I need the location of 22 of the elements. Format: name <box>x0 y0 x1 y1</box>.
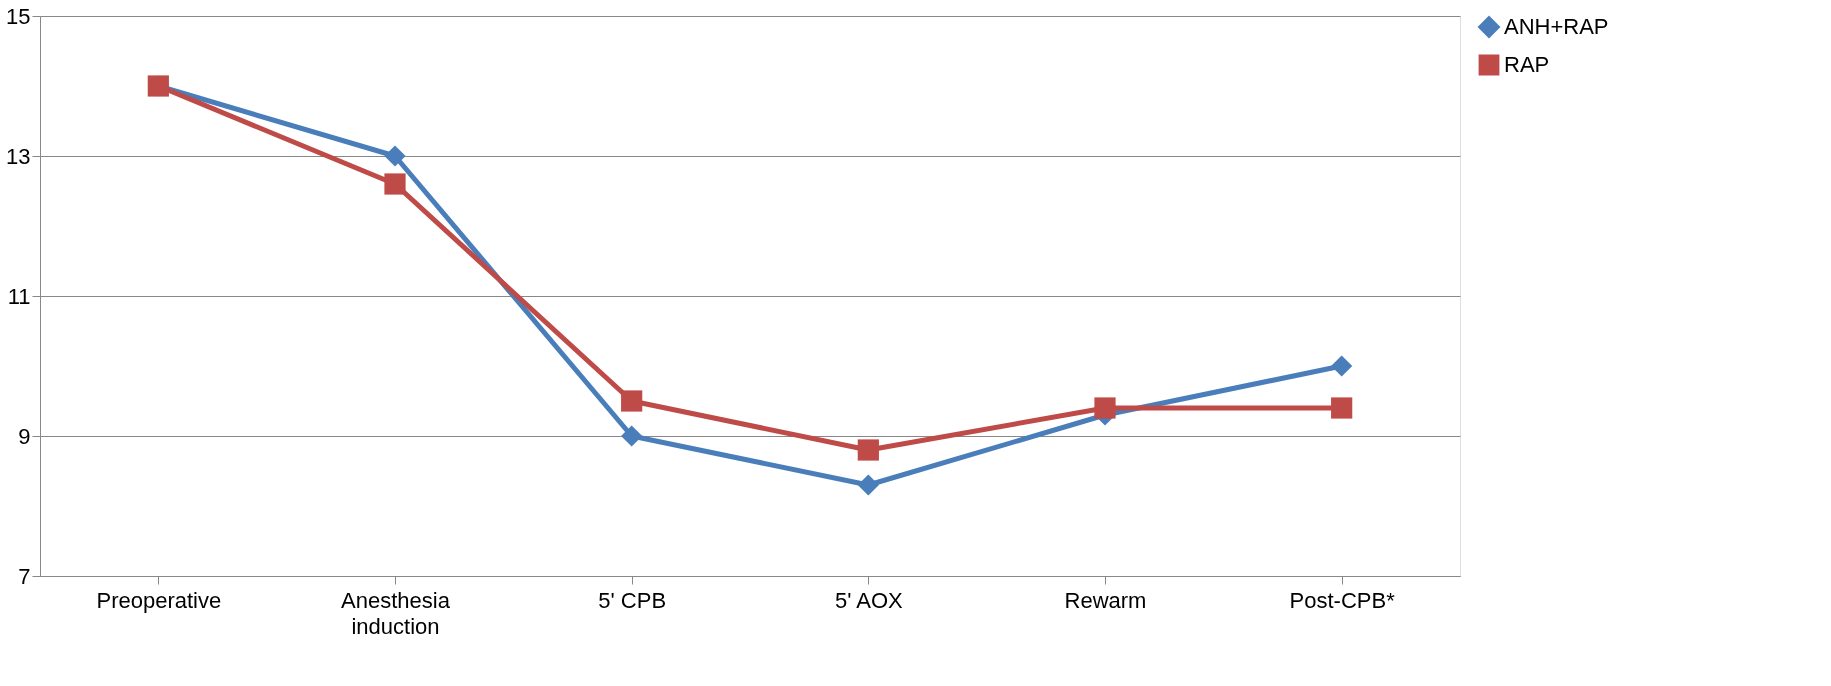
x-tick-label: Post-CPB* <box>1289 587 1396 613</box>
point <box>1331 397 1353 419</box>
x-tick-label: Preoperative <box>96 587 222 613</box>
point <box>621 425 643 447</box>
y-tick-label: 7 <box>18 563 31 589</box>
legend-label: ANH+RAP <box>1504 14 1609 39</box>
x-tick-label: 5' AOX <box>834 587 904 613</box>
y-tick-label: 13 <box>6 143 31 169</box>
x-tick-label: 5' CPB <box>598 587 667 613</box>
legend-label: RAP <box>1504 52 1550 77</box>
point <box>621 390 643 412</box>
point <box>384 173 406 195</box>
x-tick-label: Anesthesia induction <box>341 587 451 639</box>
point <box>857 439 879 461</box>
y-tick-label: 15 <box>6 3 31 29</box>
x-tick-label: Rewarm <box>1064 587 1147 613</box>
point <box>857 474 879 496</box>
point <box>1331 355 1353 377</box>
point <box>1094 397 1116 419</box>
point <box>384 145 406 167</box>
y-tick-label: 9 <box>18 423 31 449</box>
y-tick-label: 11 <box>7 283 31 309</box>
